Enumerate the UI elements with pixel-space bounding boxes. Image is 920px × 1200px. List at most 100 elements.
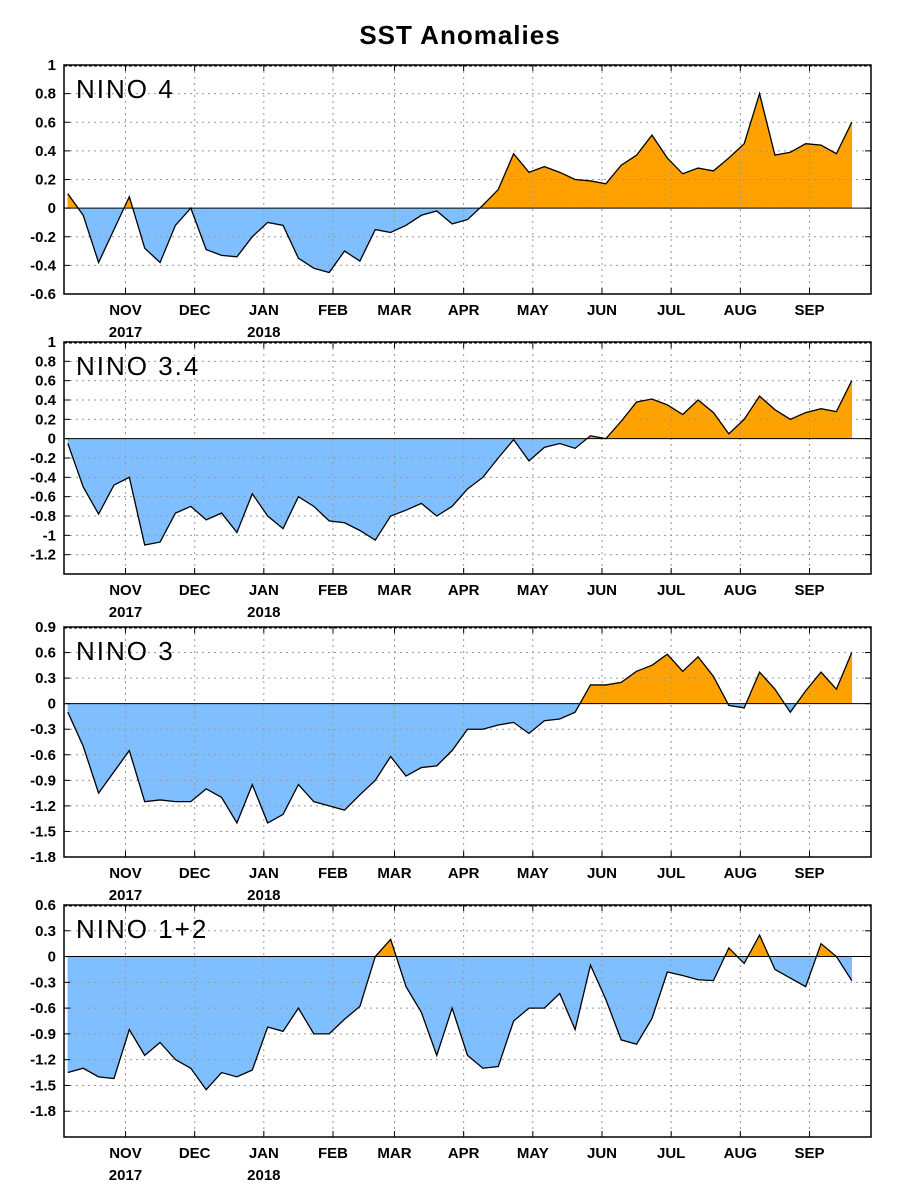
y-tick-label: -0.4 — [30, 469, 57, 486]
x-year-label: 2017 — [109, 604, 142, 621]
negative-anomaly-area — [67, 956, 853, 1091]
x-month-label: AUG — [724, 1145, 757, 1162]
x-month-label: FEB — [318, 1145, 348, 1162]
y-tick-label: -0.6 — [30, 489, 56, 506]
panel-nino-1-2: 0.6 0.3 0 -0.3 -0.6 -0.9 -1.2 -1.5 -1.8 NOV 2017 DE… — [30, 897, 872, 1184]
y-tick-label: -0.3 — [30, 721, 56, 738]
y-tick-label: -0.2 — [30, 450, 56, 467]
y-tick-label: -0.9 — [30, 1026, 56, 1043]
x-month-label: JAN — [249, 582, 279, 599]
negative-anomaly-area — [67, 438, 588, 546]
x-month-label: AUG — [724, 302, 757, 319]
x-month-label: JUL — [657, 1145, 685, 1162]
panel-nino-3-4: 1 0.8 0.6 0.4 0.2 0 -0.2 -0.4 -0.6 -0.8 -1 -1.2 NOV 2… — [30, 334, 872, 621]
x-month-label: MAY — [517, 1145, 549, 1162]
x-month-label: APR — [448, 1145, 480, 1162]
y-tick-label: 0 — [48, 949, 56, 966]
x-month-label: APR — [448, 582, 480, 599]
y-tick-label: 0 — [48, 696, 56, 713]
x-month-label: MAY — [517, 582, 549, 599]
x-month-label: SEP — [795, 582, 825, 599]
x-month-label: SEP — [795, 865, 825, 882]
x-year-label: 2017 — [109, 887, 142, 904]
x-month-label: NOV — [109, 1145, 142, 1162]
x-month-label: JUN — [587, 865, 617, 882]
negative-anomaly-area — [67, 703, 798, 825]
chart-main-title: SST Anomalies — [359, 20, 561, 50]
x-year-label: 2017 — [109, 1167, 142, 1184]
positive-anomaly-area — [579, 652, 853, 704]
y-tick-label: -1.5 — [30, 823, 56, 840]
x-month-label: MAR — [377, 1145, 411, 1162]
anomaly-line — [67, 933, 853, 1091]
x-year-label: 2018 — [247, 1167, 280, 1184]
x-month-label: APR — [448, 865, 480, 882]
panel-nino-4: 1 0.8 0.6 0.4 0.2 0 -0.2 -0.4 -0.6 NOV 2017 DEC JAN 2… — [30, 57, 872, 341]
y-tick-label: -0.4 — [30, 257, 57, 274]
x-month-label: MAR — [377, 865, 411, 882]
x-year-label: 2018 — [247, 887, 280, 904]
y-tick-label: -1 — [43, 527, 56, 544]
y-tick-label: 0.3 — [35, 923, 56, 940]
y-tick-label: -0.8 — [30, 508, 56, 525]
y-tick-label: -0.6 — [30, 747, 56, 764]
panel-title: NINO 3.4 — [76, 351, 200, 381]
positive-anomaly-area — [586, 380, 853, 439]
x-month-label: DEC — [179, 865, 211, 882]
y-tick-label: 0 — [48, 200, 56, 217]
x-month-label: SEP — [795, 1145, 825, 1162]
y-tick-label: -0.3 — [30, 974, 56, 991]
x-month-label: AUG — [724, 865, 757, 882]
y-tick-label: -1.8 — [30, 849, 56, 866]
y-tick-label: 0.6 — [35, 373, 56, 390]
anomaly-line — [67, 91, 853, 274]
y-tick-label: -0.2 — [30, 229, 56, 246]
panel-title: NINO 3 — [76, 636, 175, 666]
x-year-label: 2017 — [109, 324, 142, 341]
x-month-label: DEC — [179, 582, 211, 599]
x-month-label: MAR — [377, 302, 411, 319]
y-tick-label: -1.5 — [30, 1077, 56, 1094]
y-tick-label: -1.8 — [30, 1103, 56, 1120]
x-month-label: JAN — [249, 1145, 279, 1162]
x-month-label: FEB — [318, 582, 348, 599]
x-month-label: JUL — [657, 302, 685, 319]
x-month-label: MAY — [517, 865, 549, 882]
y-tick-label: -1.2 — [30, 547, 56, 564]
x-month-label: AUG — [724, 582, 757, 599]
anomaly-line — [67, 652, 853, 825]
x-month-label: JUN — [587, 302, 617, 319]
x-month-label: DEC — [179, 1145, 211, 1162]
x-month-label: MAR — [377, 582, 411, 599]
x-month-label: MAY — [517, 302, 549, 319]
x-month-label: JUL — [657, 582, 685, 599]
x-month-label: JUL — [657, 865, 685, 882]
x-month-label: SEP — [795, 302, 825, 319]
x-month-label: JUN — [587, 582, 617, 599]
x-month-label: NOV — [109, 302, 142, 319]
x-month-label: FEB — [318, 865, 348, 882]
y-tick-label: 0.2 — [35, 411, 56, 428]
negative-anomaly-area — [77, 207, 481, 274]
y-tick-label: -0.6 — [30, 286, 56, 303]
y-tick-label: 0.3 — [35, 670, 56, 687]
plot-frame — [63, 904, 872, 1138]
x-month-label: JAN — [249, 865, 279, 882]
y-tick-label: 0.6 — [35, 645, 56, 662]
y-tick-label: -1.2 — [30, 798, 56, 815]
panel-title: NINO 1+2 — [76, 914, 208, 944]
x-month-label: JAN — [249, 302, 279, 319]
y-tick-label: -1.2 — [30, 1052, 56, 1069]
y-tick-label: 1 — [48, 334, 56, 351]
y-tick-label: 0.8 — [35, 86, 56, 103]
x-month-label: NOV — [109, 582, 142, 599]
y-tick-label: 0.2 — [35, 172, 56, 189]
y-tick-label: 0.4 — [35, 392, 57, 409]
x-month-label: DEC — [179, 302, 211, 319]
x-month-label: NOV — [109, 865, 142, 882]
panel-title: NINO 4 — [76, 74, 175, 104]
y-tick-label: 0.6 — [35, 897, 56, 914]
x-year-label: 2018 — [247, 324, 280, 341]
y-tick-label: 0.6 — [35, 114, 56, 131]
